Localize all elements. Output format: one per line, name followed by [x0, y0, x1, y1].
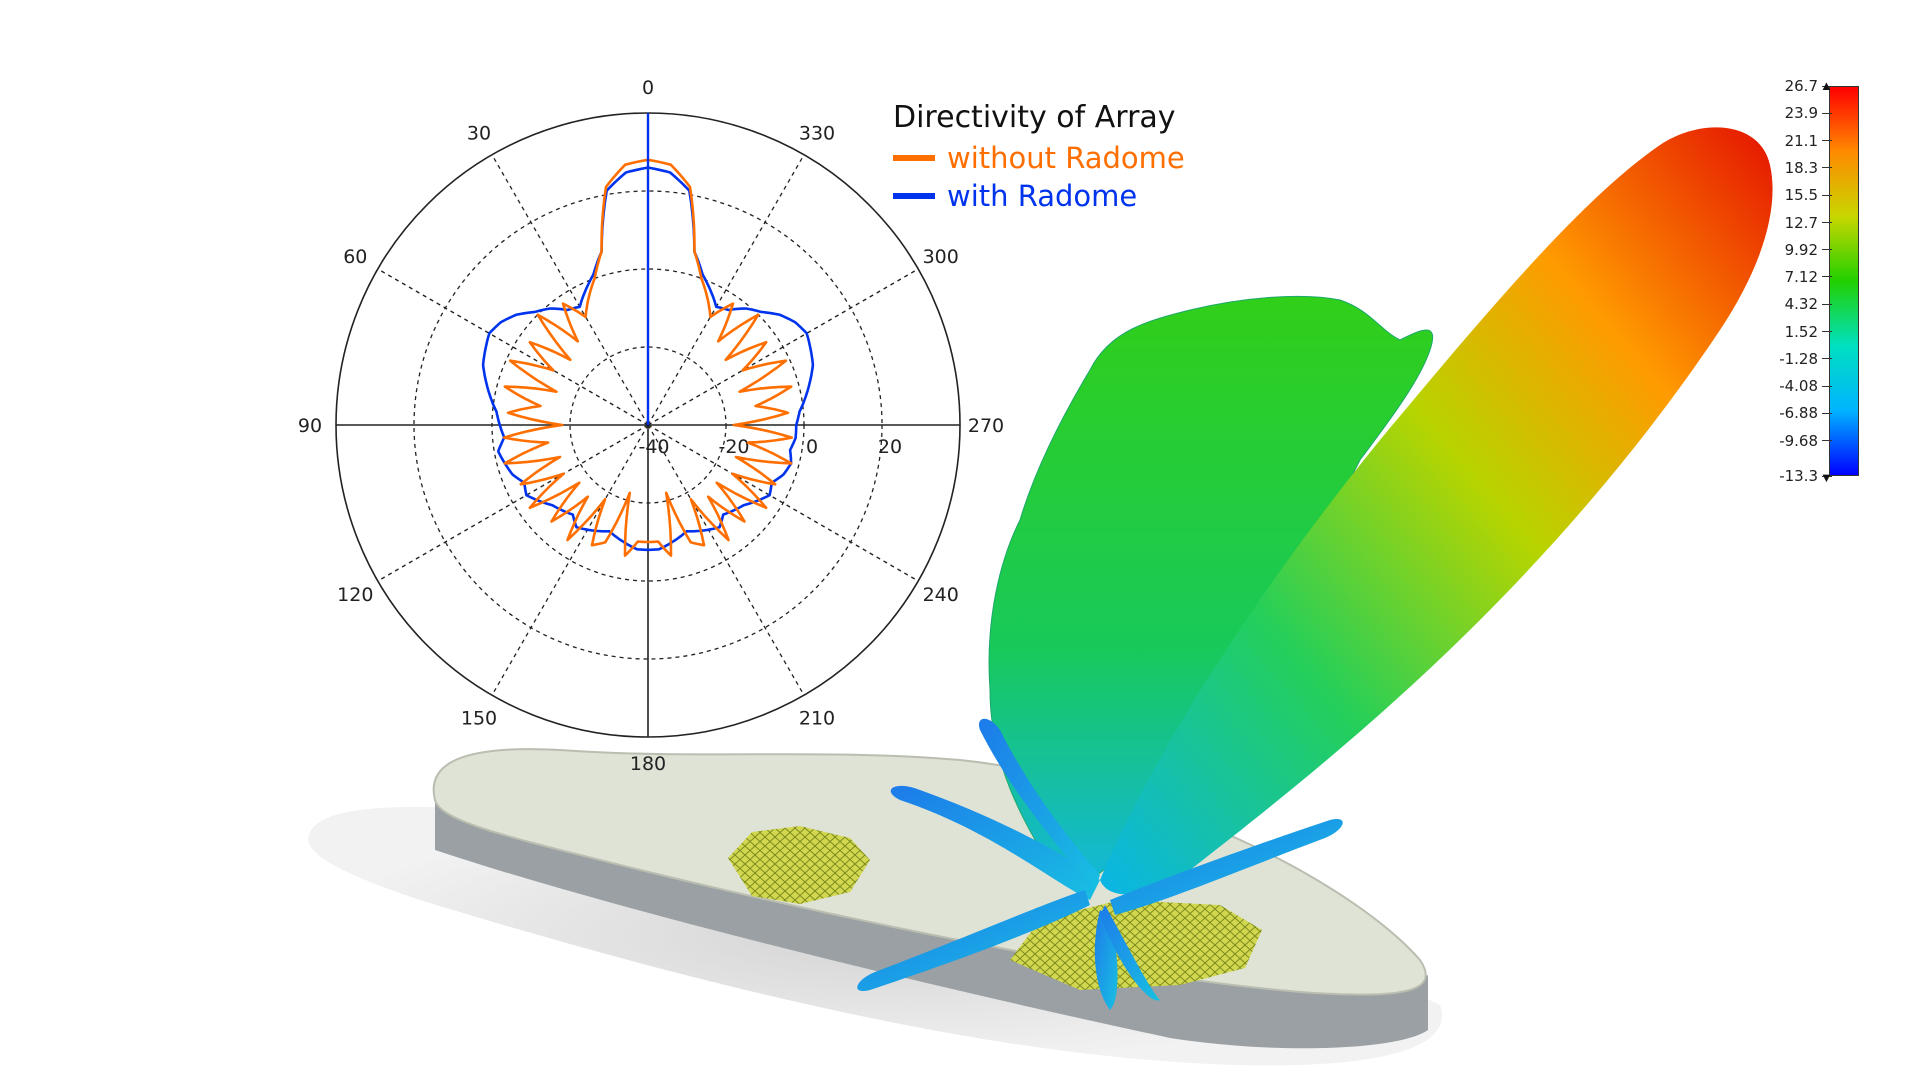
legend-item-without-radome: without Radome	[893, 139, 1185, 177]
radial-tick-label: -20	[718, 436, 749, 458]
colorbar-tick: 26.7	[1785, 77, 1832, 95]
radial-tick-label: 20	[878, 436, 902, 458]
colorbar-tick-label: -13.3	[1779, 467, 1818, 485]
angle-tick-label: 270	[968, 415, 1004, 437]
colorbar-tick: 4.32	[1785, 295, 1832, 313]
colorbar-tick-label: -1.28	[1779, 349, 1818, 368]
radome-side	[435, 800, 1428, 1049]
legend-label-without-radome: without Radome	[947, 141, 1185, 175]
colorbar-tick-label: 7.12	[1784, 267, 1818, 286]
angle-tick-label: 0	[642, 77, 654, 99]
series-with-radome	[481, 166, 815, 552]
antenna-array-right	[1010, 900, 1262, 990]
grid-spoke	[647, 268, 919, 426]
grid-spoke	[647, 424, 805, 696]
angle-tick-label: 240	[923, 584, 959, 606]
colorbar-tick: 1.52	[1785, 323, 1832, 341]
colorbar-tick-label: 15.5	[1784, 186, 1818, 205]
back-lobes	[857, 718, 1343, 1010]
chart-title: Directivity of Array	[893, 100, 1176, 135]
legend: Directivity of Array without Radome with…	[893, 100, 1185, 215]
colorbar-tick: -6.88	[1779, 404, 1832, 422]
series-without-radome	[502, 158, 794, 557]
angle-tick-label: 210	[799, 708, 835, 730]
colorbar-bottom-arrow-icon: ▼	[1820, 470, 1833, 485]
polar-chart: 0 330 300 270 240 210 180 150 120 90 60 30 -40 -20 0 20	[298, 77, 1004, 775]
colorbar-top-arrow-icon: ▲	[1820, 78, 1833, 93]
colorbar-tick: -4.08	[1779, 377, 1832, 395]
angle-tick-label: 120	[337, 584, 373, 606]
colorbar-tick: 7.12	[1785, 268, 1832, 286]
grid-spoke	[647, 424, 919, 582]
legend-swatch-orange	[893, 155, 935, 161]
legend-item-with-radome: with Radome	[893, 177, 1185, 215]
colorbar-tick: 9.92	[1785, 241, 1832, 259]
grid-spoke	[377, 268, 649, 426]
angle-tick-label: 90	[298, 415, 322, 437]
angle-tick-label: 180	[630, 753, 666, 775]
grid-spoke	[377, 424, 649, 582]
colorbar-tick-label: 4.32	[1784, 295, 1818, 314]
angle-tick-label: 30	[467, 122, 491, 144]
legend-swatch-blue	[893, 193, 935, 199]
colorbar-tick: 23.9	[1785, 104, 1832, 122]
colorbar-tick-label: -6.88	[1779, 404, 1818, 423]
colorbar-tick-label: 1.52	[1784, 322, 1818, 341]
colorbar-tick-label: 23.9	[1784, 104, 1818, 123]
angle-tick-label: 60	[343, 246, 367, 268]
angle-tick-label: 330	[799, 122, 835, 144]
angle-tick-label: 300	[923, 246, 959, 268]
colorbar-tick-label: 26.7	[1784, 77, 1818, 95]
grid-spoke	[491, 154, 649, 426]
antenna-array-left	[728, 826, 870, 904]
colorbar-ticks: 26.7 23.9 21.1 18.3 15.5 12.7 9.92 7.12 4.32 1.52…	[1760, 77, 1832, 485]
colorbar-tick: -13.3	[1779, 467, 1832, 485]
colorbar	[1829, 86, 1859, 476]
colorbar-tick-label: 12.7	[1784, 213, 1818, 232]
colorbar-tick: 15.5	[1785, 186, 1832, 204]
colorbar-tick-label: -9.68	[1779, 431, 1818, 450]
colorbar-tick: 18.3	[1785, 159, 1832, 177]
colorbar-tick: -1.28	[1779, 350, 1832, 368]
radial-tick-label: 0	[806, 436, 818, 458]
colorbar-tick-label: -4.08	[1779, 377, 1818, 396]
colorbar-tick-label: 18.3	[1784, 158, 1818, 177]
colorbar-tick: 12.7	[1785, 214, 1832, 232]
grid-spoke	[491, 424, 649, 696]
main-beam	[1100, 127, 1773, 895]
colorbar-tick-label: 21.1	[1784, 131, 1818, 150]
colorbar-tick-label: 9.92	[1784, 240, 1818, 259]
angle-tick-label: 150	[461, 708, 497, 730]
colorbar-tick: 21.1	[1785, 132, 1832, 150]
radial-tick-label: -40	[638, 436, 669, 458]
legend-label-with-radome: with Radome	[947, 179, 1138, 213]
grid-spoke	[647, 154, 805, 426]
colorbar-tick: -9.68	[1779, 432, 1832, 450]
